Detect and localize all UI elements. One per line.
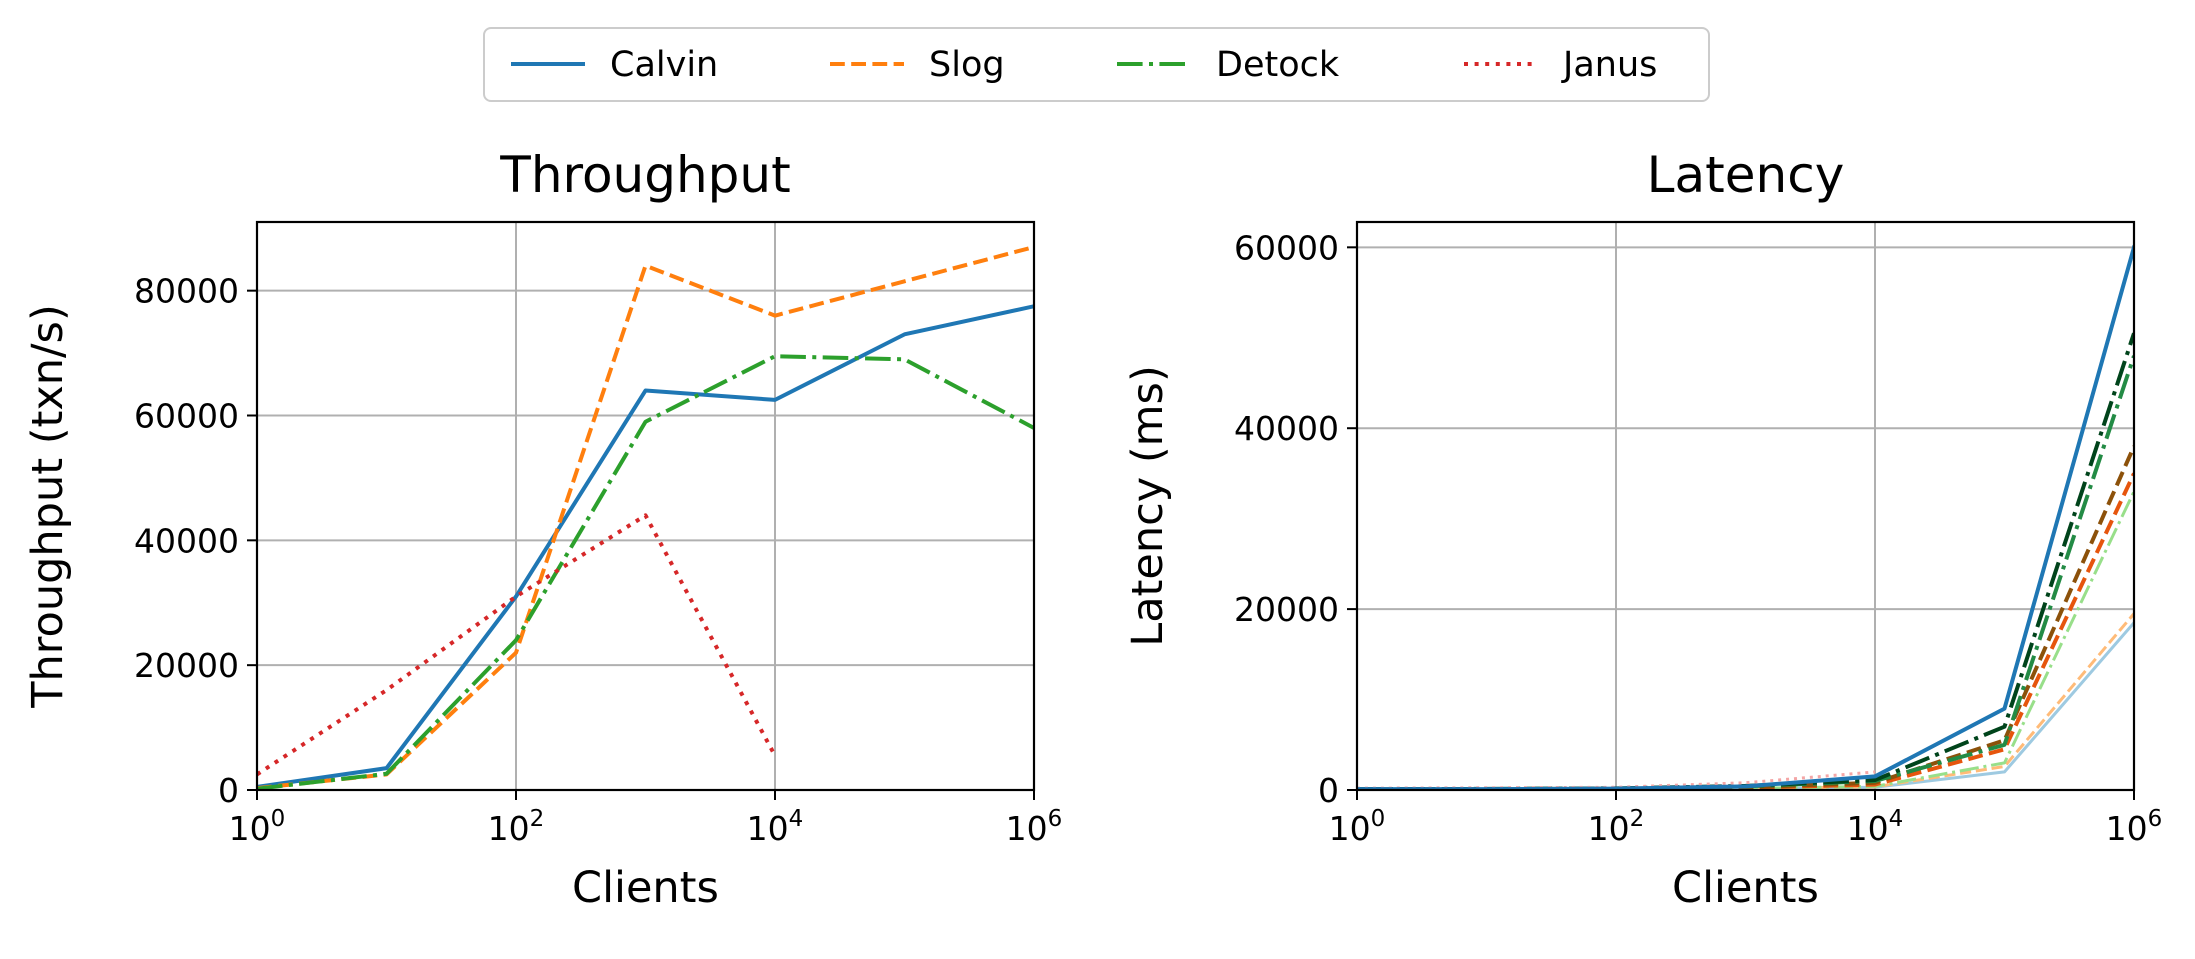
panel-1: 100 102 104 106 0 20000 40000 60000 Latency Clien…	[1123, 146, 2162, 913]
y-tick-label: 60000	[1234, 228, 1339, 267]
y-tick-label: 40000	[1234, 409, 1339, 448]
legend-label-slog: Slog	[929, 45, 1005, 85]
x-axis-label: Clients	[572, 863, 719, 913]
series-line-detock	[257, 354, 1034, 790]
y-tick-label: 0	[1318, 771, 1339, 810]
series-line-7	[1357, 770, 1876, 790]
series-line-calvin	[257, 304, 1034, 789]
y-tick-label: 60000	[134, 396, 239, 435]
legend-label-detock: Detock	[1216, 45, 1340, 85]
chart-title: Latency	[1647, 146, 1845, 204]
y-tick-label: 20000	[134, 646, 239, 685]
x-tick-label: 100	[1329, 806, 1386, 848]
panel-0: 100 102 104 106 0 20000 40000 60000 80000 Through…	[23, 146, 1062, 913]
y-axis-label: Latency (ms)	[1123, 365, 1173, 646]
x-tick-label: 106	[1006, 806, 1063, 848]
y-tick-label: 20000	[1234, 590, 1339, 629]
series-line-2	[1357, 490, 2134, 790]
legend-label-calvin: Calvin	[610, 45, 718, 85]
x-tick-label: 104	[1847, 806, 1904, 848]
series-line-3	[1357, 472, 2134, 790]
chart-title: Throughput	[499, 146, 790, 204]
series-group	[257, 245, 1034, 790]
x-tick-label: 106	[2106, 806, 2163, 848]
legend-box	[483, 27, 1710, 102]
series-group	[1357, 244, 2134, 790]
x-tick-label: 104	[747, 806, 804, 848]
plot-frame	[1355, 220, 2136, 792]
legend-label-janus: Janus	[1561, 45, 1657, 85]
x-axis-label: Clients	[1672, 863, 1819, 913]
y-tick-label: 40000	[134, 521, 239, 560]
x-tick-label: 102	[488, 806, 545, 848]
x-tick-label: 102	[1588, 806, 1645, 848]
x-tick-label: 100	[229, 806, 286, 848]
plot-frame	[255, 220, 1036, 792]
y-tick-label: 80000	[134, 272, 239, 311]
legend: Calvin Slog Detock Janus	[483, 27, 1710, 102]
y-tick-label: 0	[218, 771, 239, 810]
y-axis-label: Throughput (txn/s)	[23, 304, 73, 708]
